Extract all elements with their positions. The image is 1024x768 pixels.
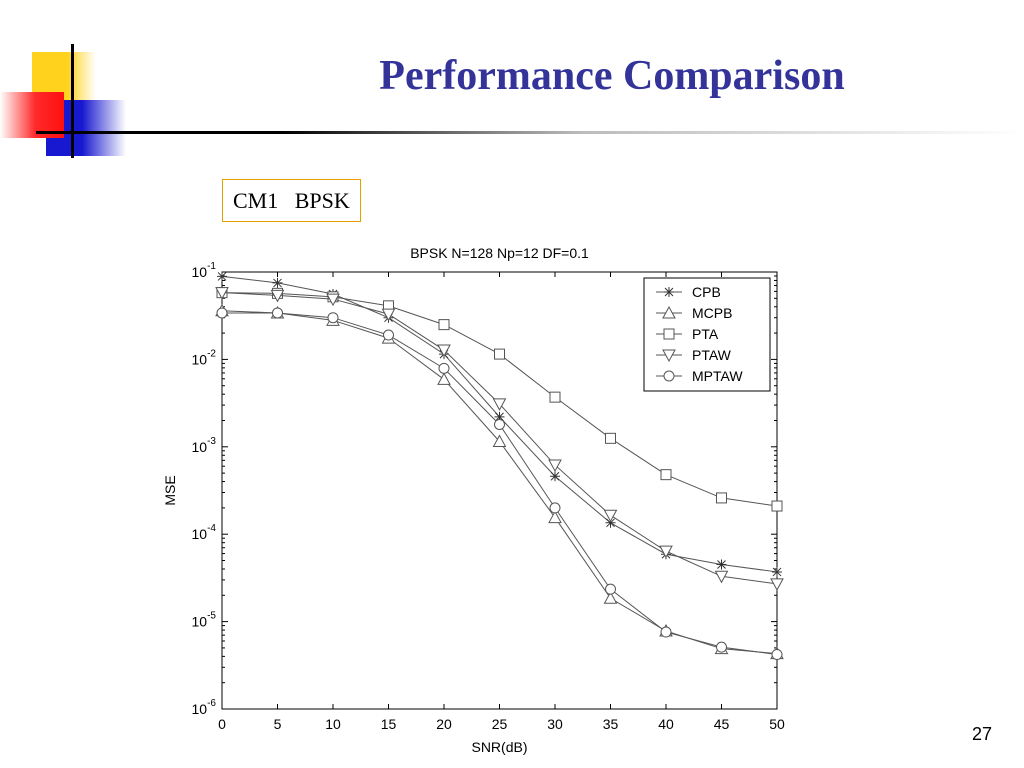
data-point-ptaw bbox=[659, 545, 673, 559]
data-point-mptaw bbox=[771, 649, 783, 661]
x-tick-label: 10 bbox=[325, 716, 341, 732]
data-point-cpb bbox=[272, 277, 283, 288]
decoration-vertical-line bbox=[71, 44, 74, 158]
data-point-ptaw bbox=[215, 287, 229, 300]
data-point-mptaw bbox=[549, 502, 561, 514]
data-point-mptaw bbox=[716, 641, 727, 653]
data-point-cpb bbox=[217, 271, 227, 282]
page-number: 27 bbox=[971, 724, 992, 744]
title-underline bbox=[36, 131, 1024, 134]
x-tick-label: 50 bbox=[769, 716, 785, 732]
legend-label-cpb: CPB bbox=[692, 284, 721, 300]
subtitle-box: CM1 BPSK bbox=[222, 179, 361, 222]
legend-label-mptaw: MPTAW bbox=[692, 368, 743, 384]
y-tick-label: 10-1 bbox=[192, 261, 217, 280]
legend-marker-cpb bbox=[664, 287, 674, 297]
x-tick-label: 35 bbox=[603, 716, 619, 732]
data-point-mptaw bbox=[494, 418, 505, 430]
legend-label-mcpb: MCPB bbox=[692, 305, 732, 321]
data-point-mptaw bbox=[605, 583, 616, 595]
y-tick-label: 10-5 bbox=[192, 611, 217, 630]
legend-marker-mptaw bbox=[663, 370, 675, 382]
x-tick-label: 25 bbox=[492, 716, 508, 732]
data-point-ptaw bbox=[603, 509, 618, 523]
data-point-cpb bbox=[494, 411, 505, 422]
data-point-mptaw bbox=[272, 307, 283, 319]
data-point-cpb bbox=[772, 566, 782, 577]
data-point-mcpb bbox=[603, 591, 618, 604]
legend-label-ptaw: PTAW bbox=[692, 347, 732, 363]
legend-marker-ptaw bbox=[662, 349, 676, 363]
x-tick-label: 45 bbox=[714, 716, 730, 732]
x-tick-label: 30 bbox=[547, 716, 563, 732]
x-axis-label: SNR(dB) bbox=[471, 739, 527, 755]
y-tick-label: 10-6 bbox=[192, 698, 217, 717]
y-tick-label: 10-3 bbox=[192, 436, 217, 455]
x-tick-label: 20 bbox=[436, 716, 452, 732]
data-point-ptaw bbox=[548, 459, 562, 472]
data-point-ptaw bbox=[381, 308, 396, 322]
data-point-pta bbox=[660, 469, 672, 481]
decoration-red-square bbox=[0, 92, 64, 138]
slide-title: Performance Comparison bbox=[379, 53, 845, 99]
data-point-mptaw bbox=[216, 307, 228, 319]
data-point-ptaw bbox=[492, 398, 507, 411]
data-point-mcpb bbox=[437, 372, 451, 385]
x-tick-label: 0 bbox=[218, 716, 226, 732]
data-point-pta bbox=[771, 500, 783, 512]
data-point-cpb bbox=[716, 559, 727, 570]
data-point-mptaw bbox=[327, 312, 339, 324]
y-tick-label: 10-4 bbox=[192, 523, 217, 542]
data-point-ptaw bbox=[326, 293, 340, 307]
data-point-cpb bbox=[550, 471, 560, 482]
x-tick-label: 40 bbox=[658, 716, 674, 732]
legend-label-pta: PTA bbox=[692, 326, 719, 342]
data-point-mptaw bbox=[660, 626, 672, 638]
data-point-pta bbox=[716, 492, 727, 504]
data-point-cpb bbox=[605, 517, 616, 528]
data-point-ptaw bbox=[770, 578, 784, 591]
y-tick-label: 10-2 bbox=[192, 348, 217, 367]
data-point-pta bbox=[549, 391, 561, 403]
chart-title: BPSK N=128 Np=12 DF=0.1 bbox=[410, 245, 589, 261]
data-point-ptaw bbox=[714, 570, 729, 584]
y-axis-label: MSE bbox=[162, 475, 178, 505]
x-tick-label: 15 bbox=[381, 716, 397, 732]
data-point-mptaw bbox=[438, 362, 450, 374]
data-point-mcpb bbox=[492, 434, 507, 447]
data-point-pta bbox=[438, 319, 450, 331]
data-point-pta bbox=[605, 432, 616, 444]
data-point-ptaw bbox=[437, 344, 451, 358]
data-point-mcpb bbox=[548, 510, 562, 524]
data-point-mptaw bbox=[383, 329, 394, 341]
data-point-ptaw bbox=[270, 289, 285, 303]
data-point-pta bbox=[494, 348, 505, 360]
legend-marker-mcpb bbox=[662, 305, 676, 319]
legend-marker-pta bbox=[663, 328, 675, 340]
x-tick-label: 5 bbox=[274, 716, 282, 732]
